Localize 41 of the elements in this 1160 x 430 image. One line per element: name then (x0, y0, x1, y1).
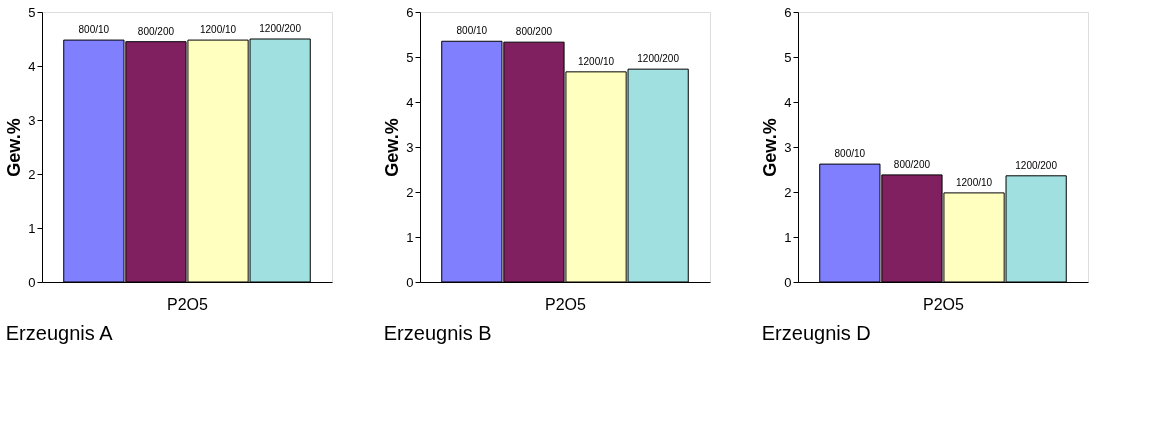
x-tick-label: 1200/200 (637, 53, 680, 65)
text: Erzeugnis B (383, 322, 492, 344)
y-tick-label: 0 (784, 274, 792, 290)
text: Erzeugnis D (761, 322, 871, 344)
y-tick-label: 5 (406, 49, 414, 65)
x-tick-label: 800/200 (137, 25, 175, 37)
y-tick-label: 2 (406, 184, 414, 200)
y-tick-label: 3 (406, 139, 414, 155)
x-tick-label: 800/10 (834, 148, 866, 160)
y-axis-title: Gew.% (4, 118, 25, 177)
y-tick-label: 2 (28, 166, 36, 182)
text: Erzeugnis A (5, 322, 114, 344)
y-tick-label: 0 (406, 274, 414, 290)
x-tick-label: 1200/10 (955, 176, 993, 188)
y-axis-title: Gew.% (382, 118, 403, 177)
y-tick-label: 4 (406, 94, 414, 110)
x-tick-label: 800/10 (78, 24, 110, 36)
y-tick-label: 5 (28, 4, 36, 20)
y-tick-label: 1 (784, 229, 792, 245)
y-tick-label: 6 (406, 4, 414, 20)
y-tick-label: 6 (784, 4, 792, 20)
x-tick-label: 800/200 (893, 158, 931, 170)
y-axis-title: Gew.% (760, 118, 781, 177)
y-tick-label: 4 (784, 94, 792, 110)
x-tick-label: 800/10 (456, 25, 488, 37)
x-tick-label: 1200/200 (259, 23, 302, 34)
y-tick-label: 1 (406, 229, 414, 245)
x-tick-label: 1200/10 (199, 24, 237, 36)
y-tick-label: 1 (28, 220, 36, 236)
y-tick-label: 3 (784, 139, 792, 155)
x-tick-label: 800/200 (515, 26, 553, 38)
x-axis-title: P2O5 (545, 295, 587, 313)
y-tick-label: 0 (28, 274, 36, 290)
x-axis-title: P2O5 (923, 295, 965, 313)
x-axis-title: P2O5 (167, 295, 209, 313)
x-tick-label: 1200/200 (1015, 159, 1058, 171)
y-tick-label: 2 (784, 184, 792, 200)
y-tick-label: 4 (28, 58, 36, 74)
y-tick-label: 5 (784, 49, 792, 65)
x-tick-label: 1200/10 (577, 55, 615, 67)
y-tick-label: 3 (28, 112, 36, 128)
